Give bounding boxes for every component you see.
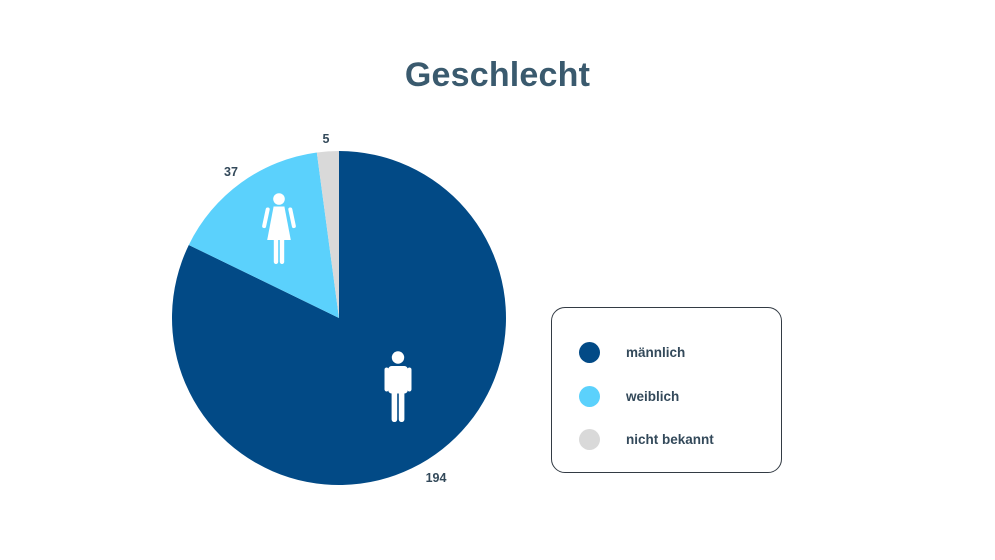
- data-label-nicht-bekannt: 5: [323, 132, 330, 146]
- legend-swatch-weiblich: [579, 385, 600, 407]
- legend-item-maennlich: männlich: [579, 340, 685, 364]
- male-person-icon: [384, 351, 412, 422]
- data-label-weiblich: 37: [224, 165, 238, 179]
- legend-swatch-maennlich: [579, 341, 600, 363]
- legend: männlich weiblich nicht bekannt: [551, 307, 782, 473]
- legend-label-maennlich: männlich: [626, 344, 686, 360]
- pie-slice-weiblich: [188, 152, 339, 318]
- legend-label-nicht-bekannt: nicht bekannt: [626, 431, 714, 447]
- female-person-icon: [262, 193, 296, 264]
- legend-label-weiblich: weiblich: [626, 388, 680, 404]
- chart-title: Geschlecht: [404, 56, 591, 94]
- data-label-maennlich: 194: [426, 471, 447, 485]
- pie-slice-nicht-bekannt: [316, 151, 339, 318]
- legend-swatch-nicht-bekannt: [579, 428, 600, 450]
- legend-item-weiblich: weiblich: [579, 384, 679, 408]
- legend-item-nicht-bekannt: nicht bekannt: [579, 427, 714, 451]
- pie-slice-maennlich: [171, 151, 506, 485]
